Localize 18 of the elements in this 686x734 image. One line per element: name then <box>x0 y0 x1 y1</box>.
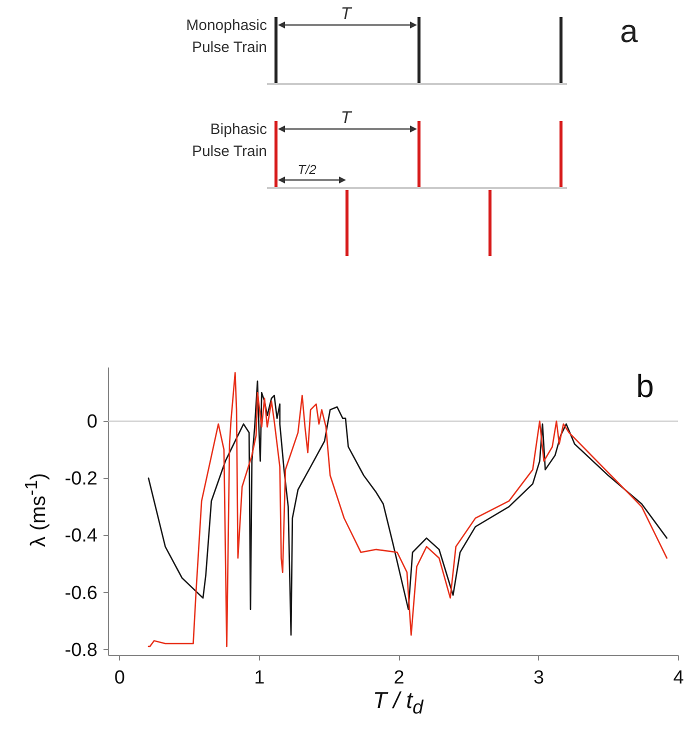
chart-title: b <box>636 368 654 404</box>
x-tick-label: 0 <box>114 668 125 688</box>
x-tick-label: 4 <box>673 668 684 688</box>
y-tick-label: -0.6 <box>64 582 98 604</box>
y-tick-label: -0.8 <box>64 640 98 661</box>
text: Biphasic Pulse Train <box>192 121 268 160</box>
text: Monophasic Pulse Train <box>186 17 268 56</box>
y-tick-label: 0 <box>86 412 98 433</box>
text: T/2 <box>298 162 318 177</box>
x-tick-label: 2 <box>394 668 404 688</box>
text: T <box>340 108 353 127</box>
x-axis-title: T / t$_{d}$ <box>372 687 425 720</box>
text: T <box>340 4 353 23</box>
text: a <box>620 13 638 49</box>
y-tick-label: -0.4 <box>64 526 98 547</box>
y-tick-label: -0.2 <box>64 468 98 490</box>
x-tick-label: 1 <box>254 668 265 688</box>
x-tick-label: 3 <box>534 668 544 688</box>
